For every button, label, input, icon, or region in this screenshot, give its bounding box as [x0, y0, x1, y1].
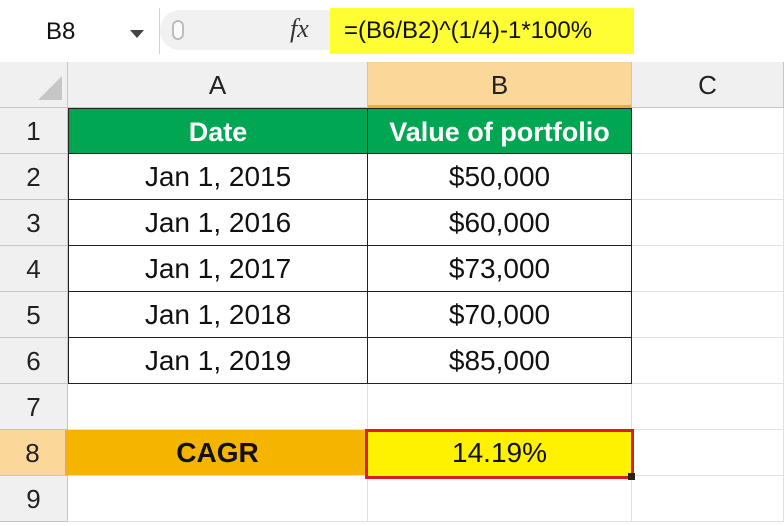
cell-c7[interactable]	[632, 384, 784, 430]
row-header-9[interactable]: 9	[0, 476, 68, 522]
row-header-5[interactable]: 5	[0, 292, 68, 338]
column-header-a[interactable]: A	[68, 62, 368, 108]
cell-c2[interactable]	[632, 154, 784, 200]
cell-c1[interactable]	[632, 108, 784, 154]
splitter-handle-icon[interactable]	[172, 20, 184, 40]
row-header-3[interactable]: 3	[0, 200, 68, 246]
select-all-icon	[38, 76, 62, 100]
cell-b3[interactable]: $60,000	[368, 200, 632, 246]
insert-function-icon[interactable]: fx	[290, 14, 309, 43]
cell-c5[interactable]	[632, 292, 784, 338]
row-header-4[interactable]: 4	[0, 246, 68, 292]
cell-a6[interactable]: Jan 1, 2019	[68, 338, 368, 384]
cell-a1-date-header[interactable]: Date	[68, 108, 368, 154]
name-box[interactable]: B8	[0, 8, 160, 54]
cell-a9[interactable]	[68, 476, 368, 522]
cell-c3[interactable]	[632, 200, 784, 246]
row-header-1[interactable]: 1	[0, 108, 68, 154]
spreadsheet-grid: A B C 1 2 3 4 5 6 7 8 9 Date Value of po…	[0, 62, 784, 526]
chevron-down-icon[interactable]	[130, 30, 144, 38]
cell-a2[interactable]: Jan 1, 2015	[68, 154, 368, 200]
active-cell-highlight	[365, 429, 634, 479]
cell-b2[interactable]: $50,000	[368, 154, 632, 200]
fill-handle[interactable]	[628, 473, 635, 480]
cell-b6[interactable]: $85,000	[368, 338, 632, 384]
cell-a3[interactable]: Jan 1, 2016	[68, 200, 368, 246]
select-all-button[interactable]	[0, 62, 68, 108]
row-header-7[interactable]: 7	[0, 384, 68, 430]
cell-c4[interactable]	[632, 246, 784, 292]
cell-b4[interactable]: $73,000	[368, 246, 632, 292]
cell-c6[interactable]	[632, 338, 784, 384]
cell-b5[interactable]: $70,000	[368, 292, 632, 338]
cell-a4[interactable]: Jan 1, 2017	[68, 246, 368, 292]
cell-b7[interactable]	[368, 384, 632, 430]
cell-b1-value-header[interactable]: Value of portfolio	[368, 108, 632, 154]
formula-bar-splitter[interactable]	[160, 10, 330, 50]
formula-bar-area: B8 fx =(B6/B2)^(1/4)-1*100%	[0, 0, 784, 63]
cell-a5[interactable]: Jan 1, 2018	[68, 292, 368, 338]
column-header-b[interactable]: B	[368, 62, 632, 108]
row-header-8[interactable]: 8	[0, 430, 68, 476]
cell-c9[interactable]	[632, 476, 784, 522]
name-box-ref[interactable]: B8	[46, 18, 76, 45]
row-header-6[interactable]: 6	[0, 338, 68, 384]
formula-input[interactable]: =(B6/B2)^(1/4)-1*100%	[330, 8, 634, 54]
cell-b9[interactable]	[368, 476, 632, 522]
cell-c8[interactable]	[632, 430, 784, 476]
column-header-c[interactable]: C	[632, 62, 784, 108]
cell-a7[interactable]	[68, 384, 368, 430]
row-header-2[interactable]: 2	[0, 154, 68, 200]
cell-a8-cagr-label[interactable]: CAGR	[68, 430, 368, 476]
